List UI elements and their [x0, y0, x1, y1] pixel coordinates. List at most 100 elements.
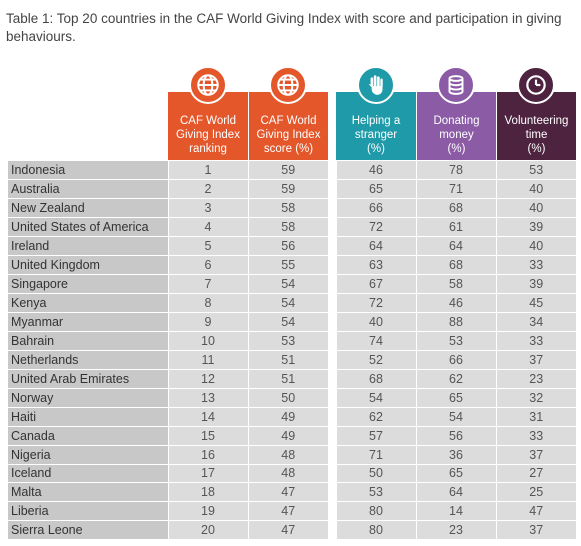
helping-cell: 65 [335, 179, 416, 200]
table-caption: Table 1: Top 20 countries in the CAF Wor… [6, 11, 562, 44]
score-cell: 53 [247, 331, 328, 351]
coins-icon [437, 66, 475, 104]
table-row: Indonesia 1 59 46 78 53 [8, 161, 576, 181]
volunteering-cell: 33 [495, 426, 576, 446]
header-helping: Helping a stranger (%) [336, 92, 416, 160]
column-gap [328, 464, 336, 483]
country-cell: Myanmar [8, 312, 168, 332]
donating-cell: 23 [415, 520, 496, 541]
helping-cell: 57 [335, 426, 416, 446]
volunteering-cell: 25 [495, 482, 576, 503]
helping-cell: 62 [335, 407, 416, 427]
globe-icon [189, 66, 227, 104]
score-cell: 58 [247, 217, 328, 238]
volunteering-cell: 40 [495, 179, 576, 200]
donating-cell: 14 [415, 501, 496, 522]
country-cell: Singapore [8, 274, 168, 295]
volunteering-cell: 34 [495, 312, 576, 332]
helping-cell: 72 [335, 293, 416, 313]
volunteering-cell: 31 [495, 407, 576, 427]
volunteering-cell: 37 [495, 445, 576, 465]
helping-cell: 66 [335, 198, 416, 219]
country-cell: Canada [8, 426, 168, 446]
column-gap [328, 388, 336, 408]
column-gap [328, 482, 336, 502]
header-donating-label: Donating money (%) [433, 115, 480, 155]
clock-icon [517, 66, 555, 104]
rank-cell: 15 [167, 426, 248, 446]
volunteering-cell: 39 [495, 274, 576, 295]
volunteering-cell: 40 [495, 236, 576, 257]
donating-cell: 64 [415, 236, 496, 257]
column-gap [328, 293, 336, 313]
donating-cell: 64 [415, 482, 496, 503]
column-gap [328, 520, 336, 540]
volunteering-cell: 37 [495, 350, 576, 370]
helping-cell: 71 [335, 445, 416, 465]
country-cell: United Arab Emirates [8, 369, 168, 389]
volunteering-cell: 37 [495, 520, 576, 541]
header-helping-label: Helping a stranger (%) [351, 115, 401, 155]
column-gap [328, 407, 336, 427]
table-row: Kenya 8 54 72 46 45 [8, 293, 576, 313]
giving-index-table: Indonesia 1 59 46 78 53 Australia 2 59 65 71 40 New … [8, 161, 576, 541]
country-cell: Kenya [8, 293, 168, 313]
country-cell: New Zealand [8, 198, 168, 219]
score-cell: 48 [247, 464, 328, 484]
donating-cell: 78 [415, 161, 496, 181]
table-row: Malta 18 47 53 64 25 [8, 482, 576, 503]
score-cell: 54 [247, 274, 328, 295]
score-cell: 50 [247, 388, 328, 408]
column-gap [328, 255, 336, 275]
score-cell: 48 [247, 445, 328, 465]
helping-cell: 68 [335, 369, 416, 389]
column-gap [328, 198, 336, 218]
country-cell: Bahrain [8, 331, 168, 351]
volunteering-cell: 40 [495, 198, 576, 219]
donating-cell: 66 [415, 350, 496, 370]
rank-cell: 12 [167, 369, 248, 389]
volunteering-cell: 45 [495, 293, 576, 313]
globe-icon [269, 66, 307, 104]
donating-cell: 56 [415, 426, 496, 446]
column-gap [328, 312, 336, 332]
donating-cell: 68 [415, 255, 496, 276]
volunteering-cell: 33 [495, 331, 576, 351]
helping-cell: 52 [335, 350, 416, 370]
donating-cell: 65 [415, 464, 496, 484]
volunteering-cell: 23 [495, 369, 576, 389]
hand-icon [357, 66, 395, 104]
table-row: Singapore 7 54 67 58 39 [8, 274, 576, 295]
helping-cell: 54 [335, 388, 416, 408]
rank-cell: 17 [167, 464, 248, 484]
country-cell: Indonesia [8, 161, 168, 181]
donating-cell: 65 [415, 388, 496, 408]
header-volunteering: Volunteering time (%) [497, 92, 576, 160]
table-row: Sierra Leone 20 47 80 23 37 [8, 520, 576, 541]
rank-cell: 7 [167, 274, 248, 295]
volunteering-cell: 27 [495, 464, 576, 484]
table-row: Liberia 19 47 80 14 47 [8, 501, 576, 522]
table-row: Haiti 14 49 62 54 31 [8, 407, 576, 427]
country-cell: Australia [8, 179, 168, 200]
rank-cell: 18 [167, 482, 248, 503]
country-cell: Malta [8, 482, 168, 503]
donating-cell: 53 [415, 331, 496, 351]
table-row: Iceland 17 48 50 65 27 [8, 464, 576, 484]
table-row: Nigeria 16 48 71 36 37 [8, 445, 576, 465]
helping-cell: 53 [335, 482, 416, 503]
rank-cell: 2 [167, 179, 248, 200]
score-cell: 51 [247, 369, 328, 389]
score-cell: 59 [247, 161, 328, 181]
rank-cell: 13 [167, 388, 248, 408]
donating-cell: 61 [415, 217, 496, 238]
column-gap [328, 501, 336, 521]
helping-cell: 63 [335, 255, 416, 276]
column-gap [328, 426, 336, 446]
rank-cell: 14 [167, 407, 248, 427]
donating-cell: 58 [415, 274, 496, 295]
table-row: Canada 15 49 57 56 33 [8, 426, 576, 446]
country-cell: Netherlands [8, 350, 168, 370]
country-cell: Iceland [8, 464, 168, 484]
column-gap [328, 236, 336, 256]
